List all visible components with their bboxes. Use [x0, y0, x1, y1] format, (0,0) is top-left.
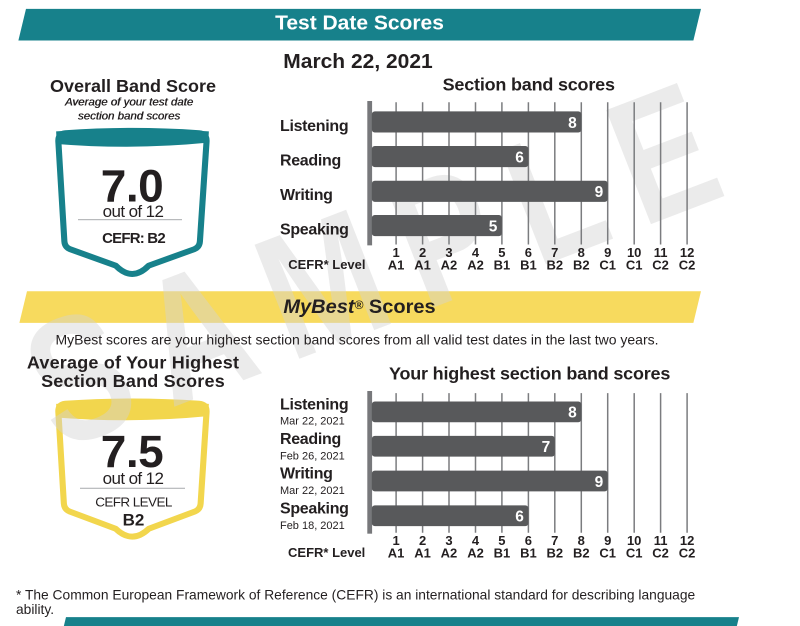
- svg-text:2: 2: [419, 533, 426, 548]
- svg-text:5: 5: [498, 533, 505, 548]
- svg-text:Writing: Writing: [280, 466, 333, 483]
- svg-text:4: 4: [472, 245, 480, 260]
- svg-text:10: 10: [627, 245, 641, 260]
- svg-text:C2: C2: [679, 545, 696, 560]
- svg-text:Speaking: Speaking: [280, 500, 349, 517]
- svg-text:Listening: Listening: [280, 118, 348, 135]
- svg-text:CEFR* Level: CEFR* Level: [288, 545, 365, 560]
- svg-text:CEFR* Level: CEFR* Level: [288, 257, 365, 272]
- svg-text:11: 11: [654, 533, 668, 548]
- svg-text:2: 2: [419, 245, 426, 260]
- svg-text:7: 7: [542, 439, 551, 456]
- svg-text:A1: A1: [388, 258, 405, 273]
- svg-text:4: 4: [472, 533, 480, 548]
- svg-text:Mar 22, 2021: Mar 22, 2021: [280, 485, 345, 497]
- svg-text:6: 6: [515, 150, 524, 167]
- svg-text:B1: B1: [520, 545, 537, 560]
- svg-text:C1: C1: [626, 258, 643, 273]
- svg-text:Your highest section band scor: Your highest section band scores: [389, 364, 670, 384]
- svg-text:3: 3: [445, 245, 452, 260]
- svg-text:A2: A2: [467, 258, 484, 273]
- svg-text:6: 6: [525, 533, 532, 548]
- svg-text:9: 9: [595, 474, 604, 491]
- svg-text:7: 7: [551, 533, 558, 548]
- svg-text:A1: A1: [414, 258, 431, 273]
- svg-text:Reading: Reading: [280, 153, 341, 170]
- svg-text:A1: A1: [414, 545, 431, 560]
- svg-text:12: 12: [680, 533, 694, 548]
- svg-text:Mar 22, 2021: Mar 22, 2021: [280, 415, 345, 427]
- svg-text:B1: B1: [520, 258, 537, 273]
- svg-text:B2: B2: [546, 258, 563, 273]
- svg-text:8: 8: [578, 533, 585, 548]
- svg-text:5: 5: [489, 218, 498, 235]
- svg-text:1: 1: [392, 245, 399, 260]
- svg-text:B1: B1: [494, 258, 511, 273]
- svg-text:6: 6: [525, 245, 532, 260]
- svg-text:9: 9: [604, 245, 611, 260]
- svg-text:Listening: Listening: [280, 396, 348, 413]
- svg-text:B2: B2: [573, 258, 590, 273]
- svg-text:C1: C1: [599, 545, 616, 560]
- svg-text:Reading: Reading: [280, 431, 341, 448]
- svg-text:Feb 26, 2021: Feb 26, 2021: [280, 450, 345, 462]
- svg-text:3: 3: [445, 533, 452, 548]
- svg-text:C2: C2: [652, 545, 669, 560]
- svg-text:8: 8: [568, 405, 577, 422]
- svg-text:B2: B2: [573, 545, 590, 560]
- svg-text:9: 9: [604, 533, 611, 548]
- svg-text:A1: A1: [388, 545, 405, 560]
- svg-text:B1: B1: [494, 545, 511, 560]
- svg-text:9: 9: [595, 184, 604, 201]
- svg-text:11: 11: [654, 245, 668, 260]
- svg-text:12: 12: [680, 245, 694, 260]
- svg-text:C1: C1: [626, 545, 643, 560]
- svg-text:8: 8: [568, 115, 577, 132]
- svg-text:C2: C2: [679, 258, 696, 273]
- svg-text:Section band scores: Section band scores: [443, 74, 615, 94]
- svg-text:C2: C2: [652, 258, 669, 273]
- svg-text:Feb 18, 2021: Feb 18, 2021: [280, 520, 345, 532]
- svg-text:1: 1: [392, 533, 399, 548]
- svg-text:A2: A2: [467, 545, 484, 560]
- svg-text:C1: C1: [599, 258, 616, 273]
- svg-text:6: 6: [515, 509, 524, 526]
- svg-text:10: 10: [627, 533, 641, 548]
- svg-text:5: 5: [498, 245, 505, 260]
- svg-text:B2: B2: [546, 545, 563, 560]
- svg-text:Writing: Writing: [280, 187, 333, 204]
- svg-text:A2: A2: [441, 258, 458, 273]
- svg-text:Speaking: Speaking: [280, 221, 349, 238]
- svg-text:7: 7: [551, 245, 558, 260]
- svg-text:A2: A2: [441, 545, 458, 560]
- svg-text:8: 8: [578, 245, 585, 260]
